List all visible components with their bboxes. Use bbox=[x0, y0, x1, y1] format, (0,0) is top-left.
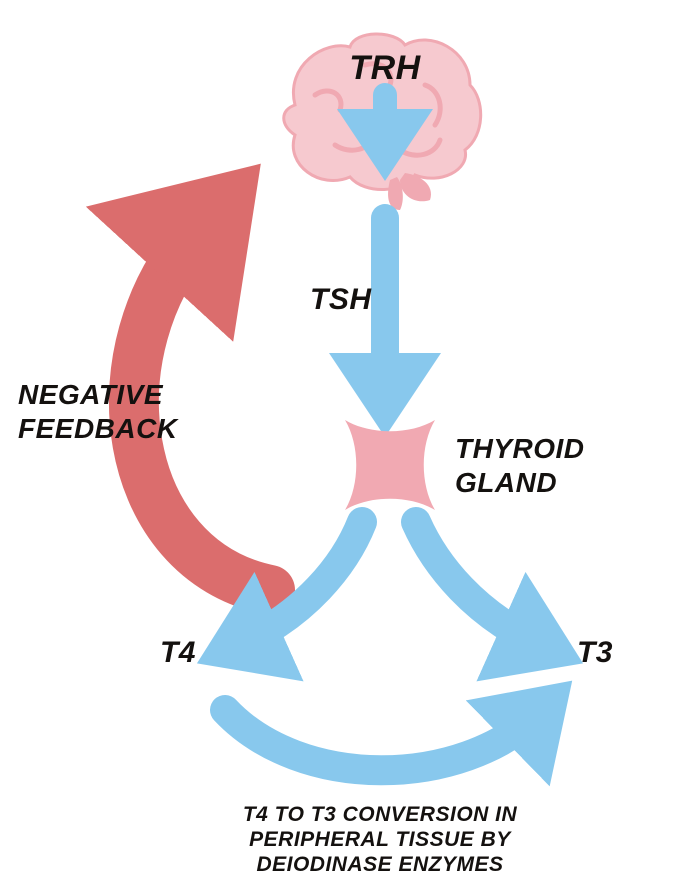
negative-feedback-label: NEGATIVE FEEDBACK bbox=[18, 378, 218, 445]
conversion-note-label: T4 TO T3 CONVERSION IN PERIPHERAL TISSUE… bbox=[170, 802, 590, 878]
t3-label: T3 bbox=[565, 635, 625, 671]
tsh-label: TSH bbox=[310, 282, 380, 318]
thyroid-gland-label: THYROID GLAND bbox=[455, 432, 645, 499]
t4-label: T4 bbox=[148, 635, 208, 671]
trh-label: TRH bbox=[340, 48, 430, 89]
